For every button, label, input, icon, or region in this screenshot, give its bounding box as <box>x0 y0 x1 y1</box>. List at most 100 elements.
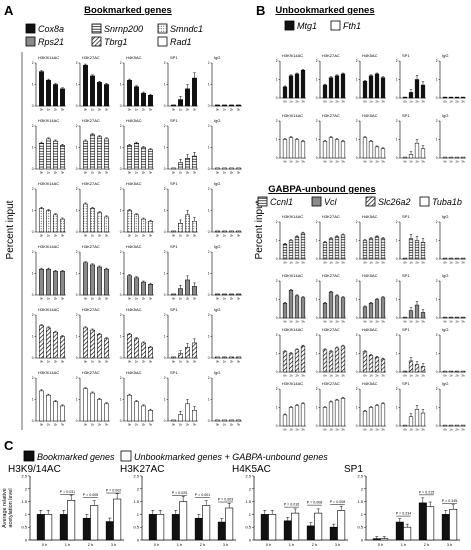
y-tick-label: 2.5 <box>245 474 251 479</box>
y-tick-label: 2 <box>316 333 318 337</box>
mark-label: H3K27AC <box>82 307 100 312</box>
x-tick-label: 3h <box>341 160 345 164</box>
bar <box>192 410 197 422</box>
bar <box>268 514 277 541</box>
x-tick-label: 3 h <box>447 542 453 547</box>
bar <box>215 167 220 170</box>
x-tick-label: 3h <box>61 108 65 112</box>
bar <box>105 521 114 541</box>
x-tick-label: 3h <box>193 171 197 175</box>
bar <box>178 99 183 107</box>
mark-label: SP1 <box>402 327 410 332</box>
bar <box>127 394 132 422</box>
y-tick-label: 1 <box>276 138 278 142</box>
mark-label: H3K27AC <box>82 244 100 249</box>
p-value: P = 0.345 <box>442 499 457 503</box>
y-tick-label: 1 <box>76 209 78 213</box>
bar <box>408 310 414 319</box>
y-tick-label: 0 <box>208 230 210 234</box>
x-tick-label: 2h <box>230 360 234 364</box>
x-tick-label: 2h <box>455 374 459 378</box>
x-tick-label: 0h <box>323 428 327 432</box>
x-tick-label: 3h <box>341 100 345 104</box>
bar <box>402 257 408 260</box>
legend-c-swatch-Bookmarked genes <box>23 450 35 462</box>
plot-a-Rad1-IgG: IgG 0 1 2 0h 1h 2h 3h <box>208 370 242 427</box>
x-tick-label: 0h <box>128 297 132 301</box>
y-tick-label: 0 <box>208 293 210 297</box>
x-tick-label: 0h <box>40 423 44 427</box>
bar <box>127 79 132 107</box>
bar <box>46 268 51 296</box>
y-tick-label: 2 <box>316 59 318 63</box>
y-tick-label: 2 <box>436 333 438 337</box>
bar <box>420 412 426 427</box>
y-tick-label: 0 <box>396 370 398 374</box>
bar <box>104 338 109 359</box>
plot-a-Smndc1-SP1: SP1 0 1 2 0h 1h 2h 3h <box>164 181 198 238</box>
y-tick-label: 2 <box>120 313 122 317</box>
plot-a-Snrnp200-H3K9/14AC: H3K9/14AC 0 1 2 0h 1h 2h 3h <box>32 118 66 175</box>
bar <box>36 514 45 541</box>
x-tick-label: 2h <box>142 297 146 301</box>
bar <box>300 70 306 99</box>
x-tick-label: 1h <box>369 374 373 378</box>
y-tick-label: 2 <box>32 313 34 317</box>
bar <box>53 214 58 233</box>
bar <box>90 505 99 541</box>
y-tick-label: 0 <box>356 370 358 374</box>
bar <box>288 137 294 159</box>
x-tick-label: 3h <box>341 261 345 265</box>
x-tick-label: 1h <box>91 360 95 364</box>
bar <box>134 214 139 233</box>
bar <box>229 167 234 170</box>
bar <box>82 517 91 541</box>
bar <box>90 75 95 107</box>
x-tick-label: 0h <box>172 234 176 238</box>
x-tick-label: 3 h <box>335 542 341 547</box>
bar <box>454 424 460 427</box>
x-tick-label: 2 h <box>312 542 318 547</box>
y-tick-label: 0 <box>25 538 28 543</box>
x-tick-label: 0h <box>40 297 44 301</box>
bar <box>134 142 139 170</box>
bar <box>454 96 460 99</box>
y-tick-label: 0 <box>356 96 358 100</box>
y-tick-label: 0 <box>164 293 166 297</box>
plot-a-Cox8a-H3K9/14AC: H3K9/14AC 0 1 2 0h 1h 2h 3h <box>32 55 66 112</box>
p-value: P = 0.016 <box>284 503 299 507</box>
x-tick-label: 0h <box>216 108 220 112</box>
x-tick-label: 3h <box>421 100 425 104</box>
bar <box>314 512 323 541</box>
x-tick-label: 3h <box>193 234 197 238</box>
x-tick-label: 2h <box>230 234 234 238</box>
bar <box>334 236 340 260</box>
bar <box>39 390 44 422</box>
y-tick-label: 1 <box>164 146 166 150</box>
y-tick-label: 2 <box>76 61 78 65</box>
x-tick-label: 1h <box>289 374 293 378</box>
x-tick-label: 2h <box>186 423 190 427</box>
x-tick-label: 0h <box>283 261 287 265</box>
legend-c-label-Bookmarked genes: Bookmarked genes <box>37 452 115 462</box>
x-tick-label: 1h <box>289 160 293 164</box>
y-tick-label: 0 <box>76 230 78 234</box>
bar <box>60 336 65 359</box>
x-tick-label: 0h <box>84 423 88 427</box>
x-tick-label: 2h <box>375 320 379 324</box>
mark-label: IgG <box>442 273 448 278</box>
bar <box>414 79 420 99</box>
bar <box>90 208 95 233</box>
x-tick-label: 2h <box>54 234 58 238</box>
x-tick-label: 0h <box>283 428 287 432</box>
y-tick-label: 0 <box>164 419 166 423</box>
plot-a-Rad1-H3K9/14AC: H3K9/14AC 0 1 2 0h 1h 2h 3h <box>32 370 66 427</box>
x-tick-label: 3h <box>105 108 109 112</box>
bar <box>368 302 374 319</box>
plot-a-Rps21-SP1: SP1 0 1 2 0h 1h 2h 3h <box>164 244 198 301</box>
bar <box>178 288 183 296</box>
y-tick-label: 2 <box>25 486 28 491</box>
y-tick-label: 1 <box>32 335 34 339</box>
y-tick-label: 0.5 <box>133 525 139 530</box>
y-tick-label: 0 <box>276 257 278 261</box>
